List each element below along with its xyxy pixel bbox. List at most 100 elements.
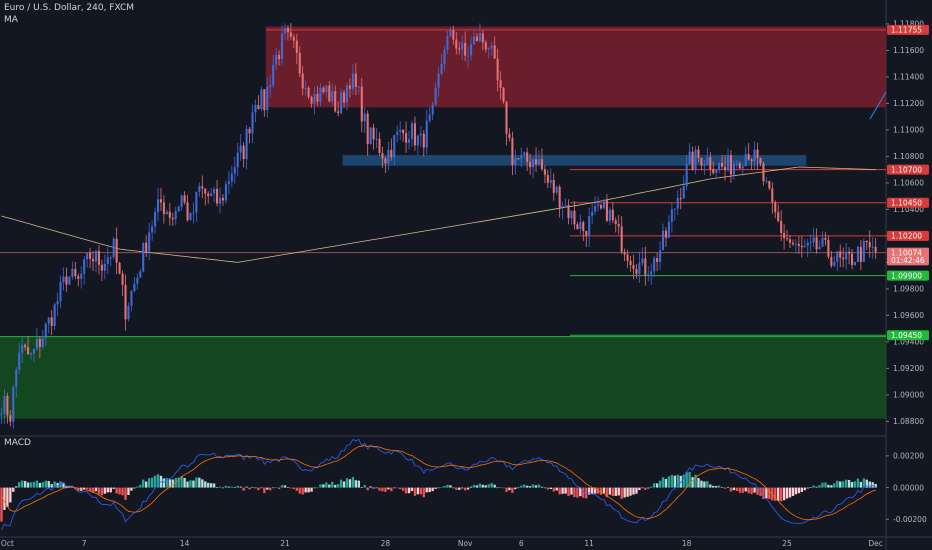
candle-body[interactable] xyxy=(537,159,541,165)
candle-body[interactable] xyxy=(372,127,375,140)
candle-body[interactable] xyxy=(700,157,703,166)
candle-body[interactable] xyxy=(130,290,133,306)
candle-body[interactable] xyxy=(38,338,41,348)
candle-body[interactable] xyxy=(366,113,369,144)
candle-body[interactable] xyxy=(245,128,248,160)
candle-body[interactable] xyxy=(803,245,806,248)
candle-body[interactable] xyxy=(337,111,340,114)
candle-body[interactable] xyxy=(340,92,343,114)
candle-body[interactable] xyxy=(360,86,363,122)
candle-body[interactable] xyxy=(738,163,741,169)
candle-body[interactable] xyxy=(139,271,142,278)
candle-body[interactable] xyxy=(576,224,579,229)
candle-body[interactable] xyxy=(585,230,588,237)
candle-body[interactable] xyxy=(230,173,233,182)
candle-body[interactable] xyxy=(626,254,629,261)
candle-body[interactable] xyxy=(449,30,452,37)
candle-body[interactable] xyxy=(641,258,644,264)
candle-body[interactable] xyxy=(724,166,727,171)
candle-body[interactable] xyxy=(295,40,298,54)
candle-body[interactable] xyxy=(154,212,157,227)
candle-body[interactable] xyxy=(818,246,821,250)
candle-body[interactable] xyxy=(667,221,670,238)
candle-body[interactable] xyxy=(89,252,92,259)
candle-body[interactable] xyxy=(475,36,478,42)
candle-body[interactable] xyxy=(396,131,399,136)
candle-body[interactable] xyxy=(331,90,334,102)
candle-body[interactable] xyxy=(298,53,301,74)
candle-body[interactable] xyxy=(588,216,591,237)
candle-body[interactable] xyxy=(198,186,201,192)
candle-body[interactable] xyxy=(546,174,549,183)
candle-body[interactable] xyxy=(151,226,154,233)
candle-body[interactable] xyxy=(673,208,676,210)
candle-body[interactable] xyxy=(688,151,691,164)
candle-body[interactable] xyxy=(762,163,765,182)
candle-body[interactable] xyxy=(213,188,216,194)
candle-body[interactable] xyxy=(24,344,27,348)
candle-body[interactable] xyxy=(207,193,210,197)
candle-body[interactable] xyxy=(260,89,263,110)
candle-body[interactable] xyxy=(706,157,709,165)
candle-body[interactable] xyxy=(664,230,668,238)
candle-body[interactable] xyxy=(3,395,6,414)
candle-body[interactable] xyxy=(517,158,520,160)
candle-body[interactable] xyxy=(552,180,555,193)
candle-body[interactable] xyxy=(682,186,685,199)
candle-body[interactable] xyxy=(328,85,331,102)
candle-body[interactable] xyxy=(567,205,570,219)
candle-body[interactable] xyxy=(750,159,753,162)
candle-body[interactable] xyxy=(529,161,532,168)
candle-body[interactable] xyxy=(192,212,195,214)
candle-body[interactable] xyxy=(744,154,747,167)
candle-body[interactable] xyxy=(794,243,797,245)
candle-body[interactable] xyxy=(670,209,673,222)
candle-body[interactable] xyxy=(579,222,582,229)
candle-body[interactable] xyxy=(399,129,402,132)
candle-body[interactable] xyxy=(301,73,304,89)
candle-body[interactable] xyxy=(378,138,381,154)
candle-body[interactable] xyxy=(780,220,783,233)
candle-body[interactable] xyxy=(434,87,437,105)
candle-body[interactable] xyxy=(830,256,833,266)
candle-body[interactable] xyxy=(29,353,33,355)
candle-body[interactable] xyxy=(632,265,635,269)
candle-body[interactable] xyxy=(77,276,80,279)
candle-body[interactable] xyxy=(325,85,328,93)
candle-body[interactable] xyxy=(357,86,360,88)
candle-body[interactable] xyxy=(422,133,425,148)
candle-body[interactable] xyxy=(15,369,18,388)
candle-body[interactable] xyxy=(71,268,74,277)
candle-body[interactable] xyxy=(555,186,558,193)
candle-body[interactable] xyxy=(629,260,632,266)
candle-body[interactable] xyxy=(842,257,845,260)
candle-body[interactable] xyxy=(263,89,266,111)
candle-body[interactable] xyxy=(257,105,260,110)
candle-body[interactable] xyxy=(62,276,65,283)
candle-body[interactable] xyxy=(419,133,422,136)
candle-body[interactable] xyxy=(608,209,611,221)
candle-body[interactable] xyxy=(644,258,647,275)
candles[interactable] xyxy=(0,23,877,429)
candle-body[interactable] xyxy=(283,27,287,34)
candle-body[interactable] xyxy=(21,344,24,353)
candle-body[interactable] xyxy=(691,151,694,170)
candle-body[interactable] xyxy=(53,304,56,327)
candle-body[interactable] xyxy=(183,195,186,203)
candle-body[interactable] xyxy=(369,127,372,144)
candle-body[interactable] xyxy=(502,87,505,102)
candle-body[interactable] xyxy=(697,149,700,158)
candle-body[interactable] xyxy=(549,180,552,183)
candle-body[interactable] xyxy=(599,204,603,209)
candle-body[interactable] xyxy=(703,164,706,166)
candle-body[interactable] xyxy=(570,210,573,219)
candle-body[interactable] xyxy=(204,188,207,194)
candle-body[interactable] xyxy=(732,163,735,175)
candle-body[interactable] xyxy=(159,199,162,203)
candle-body[interactable] xyxy=(375,138,378,140)
candle-body[interactable] xyxy=(484,42,487,50)
candle-body[interactable] xyxy=(443,49,446,64)
candle-body[interactable] xyxy=(771,188,774,203)
candle-body[interactable] xyxy=(478,33,481,42)
